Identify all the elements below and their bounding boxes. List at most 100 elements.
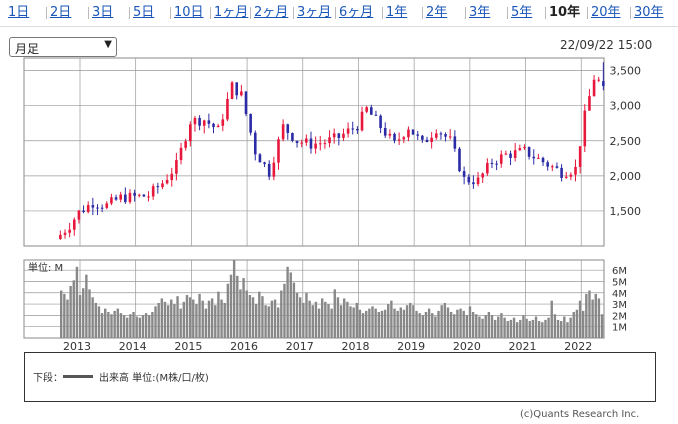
candle-body [407, 129, 410, 138]
tab-15[interactable]: 20年 [591, 5, 621, 20]
volume-bar [490, 315, 494, 338]
candle-body [592, 79, 596, 97]
candle-body [546, 162, 549, 167]
volume-bar [506, 321, 509, 338]
candle-body [411, 129, 415, 135]
volume-bar [195, 304, 198, 338]
tab-6[interactable]: 1ヶ月 [214, 5, 249, 20]
candle-body [305, 138, 308, 143]
period-select[interactable]: 月足 ▼ [9, 37, 117, 57]
tab-13[interactable]: 5年 [511, 5, 533, 20]
volume-bar [185, 295, 189, 338]
candle-body [490, 162, 494, 164]
candle-body [537, 157, 540, 159]
candle-body [370, 107, 373, 115]
candle-body [216, 125, 220, 128]
volume-bar [82, 288, 85, 338]
y-tick-label: 3,000 [610, 100, 642, 113]
volume-bar [556, 319, 560, 338]
volume-bar [355, 302, 358, 338]
volume-bar [343, 298, 346, 338]
candle-body [258, 154, 262, 163]
tab-4[interactable]: 5日 [133, 5, 155, 20]
volume-bar [471, 312, 475, 338]
tab-10[interactable]: 1年 [386, 5, 408, 20]
candle-body [467, 176, 471, 183]
volume-bar [383, 309, 387, 338]
volume-bar [484, 315, 487, 338]
price-panel: 1,500 2,000 2,500 3,000 3,500 [23, 57, 642, 247]
volume-bar [534, 316, 538, 338]
candle-body [532, 156, 536, 159]
candle-body [100, 207, 104, 209]
volume-bar [273, 299, 277, 338]
volume-bar [166, 305, 170, 338]
candle-body [96, 207, 99, 209]
volume-bar [88, 289, 91, 338]
volume-bar [176, 296, 179, 338]
volume-bar [358, 309, 362, 338]
candle-body [602, 81, 605, 87]
volume-bar [226, 283, 230, 338]
candle-body [142, 194, 146, 197]
tab-11[interactable]: 2年 [426, 5, 448, 20]
tab-separator [129, 7, 130, 19]
tab-3[interactable]: 3日 [92, 5, 114, 20]
tab-16[interactable]: 30年 [634, 5, 664, 20]
candle-body [416, 134, 420, 136]
tab-1[interactable]: 1日 [8, 5, 30, 20]
volume-bar [261, 296, 264, 338]
volume-bar [591, 299, 594, 338]
volume-bar [374, 308, 377, 338]
candle-body [360, 111, 364, 131]
volume-bar [236, 275, 239, 338]
candle-body [318, 143, 322, 145]
volume-bar [72, 280, 75, 338]
volume-bar [110, 314, 113, 338]
candle-body [82, 210, 85, 213]
volume-bar [377, 312, 380, 338]
tab-12[interactable]: 3年 [469, 5, 491, 20]
legend-volume-label: 出来高 単位:(M株/口/枚) [99, 373, 209, 384]
candle-body [189, 124, 192, 142]
volume-bar [349, 306, 352, 338]
tab-9[interactable]: 6ヶ月 [339, 5, 374, 20]
y-tick-label: 2,500 [610, 135, 642, 148]
tab-8[interactable]: 3ヶ月 [297, 5, 332, 20]
volume-bar [295, 292, 299, 338]
tab-5[interactable]: 10日 [174, 5, 204, 20]
volume-bar [283, 283, 286, 338]
candle-body [114, 197, 118, 200]
tab-14[interactable]: 10年 [549, 5, 581, 20]
volume-bar [188, 297, 192, 338]
candle-body [244, 91, 248, 114]
volume-bar [412, 305, 415, 338]
candle-body [518, 148, 522, 151]
volume-bar [443, 302, 447, 338]
tab-separator [250, 7, 251, 19]
volume-bar [100, 313, 104, 338]
volume-bar [346, 301, 349, 338]
candle-body [175, 160, 178, 174]
volume-bar [69, 286, 72, 338]
tab-separator [335, 7, 336, 19]
volume-bar [424, 312, 428, 338]
volume-bar [179, 308, 182, 338]
candle-body [499, 154, 503, 164]
candle-body [356, 128, 359, 131]
period-select-value: 月足 [15, 42, 40, 56]
volume-bar [333, 289, 336, 338]
volume-bar [151, 312, 154, 338]
tab-2[interactable]: 2日 [50, 5, 72, 20]
volume-bar [254, 304, 258, 338]
candle-body [402, 137, 406, 140]
candle-body [119, 194, 122, 200]
tab-separator [170, 7, 171, 19]
volume-bar [63, 293, 66, 338]
candle-body [527, 146, 531, 157]
tab-7[interactable]: 2ヶ月 [254, 5, 289, 20]
candle-body [235, 82, 239, 96]
volume-bar [173, 304, 176, 338]
candle-body [342, 133, 345, 138]
